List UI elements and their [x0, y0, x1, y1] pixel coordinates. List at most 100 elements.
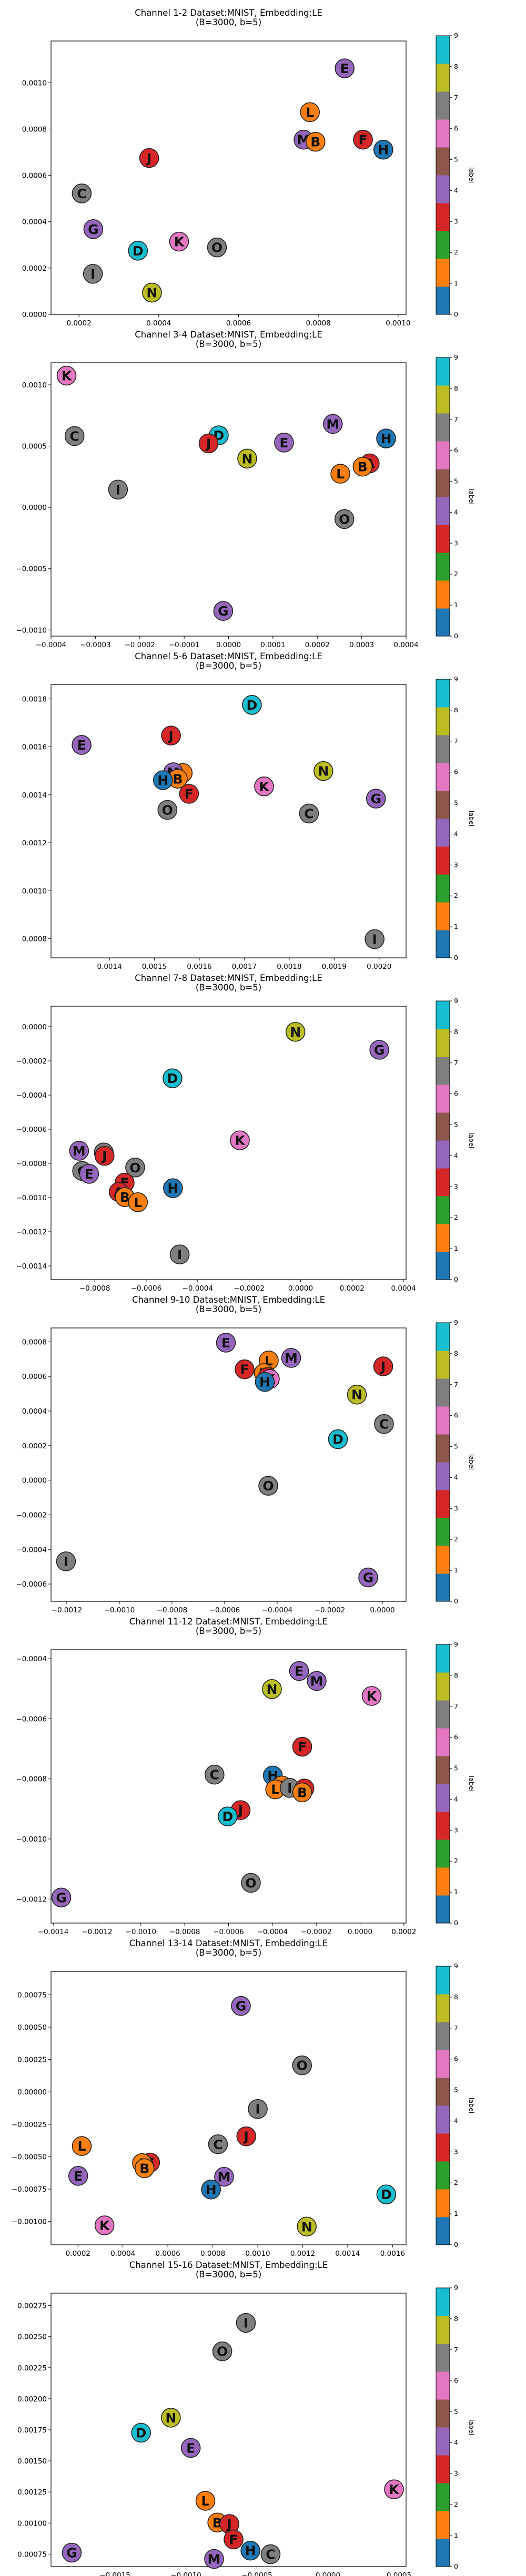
point-label: B [310, 135, 320, 150]
point-marker [153, 770, 173, 790]
colorbar-segment [436, 287, 450, 315]
point-marker [374, 1414, 394, 1434]
point-label: L [78, 2139, 86, 2154]
x-tick-label: 0.0020 [367, 963, 391, 971]
point-L: L [330, 464, 350, 484]
colorbar-tick-label: 3 [454, 539, 458, 547]
y-tick-label: −0.0002 [16, 1511, 47, 1519]
point-label: I [255, 2102, 260, 2117]
colorbar-tick-label: 5 [454, 156, 458, 163]
point-M: M [69, 1141, 89, 1161]
point-label: G [56, 1890, 67, 1905]
chart-title-line: Channel 7-8 Dataset:MNIST, Embedding:LE [135, 973, 322, 983]
point-B: B [306, 131, 326, 152]
point-label: O [245, 1875, 256, 1890]
colorbar-segment [436, 679, 450, 708]
point-I: I [248, 2099, 268, 2119]
y-tick-label: 0.0000 [22, 1477, 47, 1485]
point-label: L [201, 2493, 210, 2509]
colorbar-segment [436, 147, 450, 176]
point-marker [207, 237, 227, 258]
y-tick-label: 0.0002 [22, 264, 47, 273]
colorbar-label: label [468, 1454, 476, 1470]
colorbar-tick-label: 4 [454, 508, 458, 516]
point-label: B [120, 1190, 130, 1205]
plot-area [50, 1649, 407, 1924]
colorbar-tick-label: 4 [454, 1473, 458, 1481]
colorbar-segment [436, 441, 450, 469]
colorbar-segment [436, 1252, 450, 1280]
point-K: K [94, 2215, 115, 2235]
colorbar-segment [436, 608, 450, 637]
colorbar-tick-label: 8 [454, 1671, 458, 1679]
colorbar-tick-label: 3 [454, 217, 458, 225]
colorbar: 0 1 2 3 4 5 6 7 8 9 label [436, 675, 476, 962]
chart-panel-7: Channel 13-14 Dataset:MNIST, Embedding:L… [12, 1938, 476, 2258]
colorbar-segment [436, 1700, 450, 1729]
point-M: M [322, 414, 343, 434]
y-tick-label: −0.00025 [12, 2121, 47, 2129]
colorbar-segment [436, 1323, 450, 1351]
point-marker [373, 139, 393, 160]
colorbar: 0 1 2 3 4 5 6 7 8 9 label [436, 1962, 476, 2248]
colorbar-tick-label: 0 [454, 2241, 458, 2248]
point-marker [128, 1192, 148, 1212]
point-label: N [290, 1025, 301, 1040]
point-marker [262, 1679, 282, 1699]
point-label: N [241, 451, 252, 466]
point-marker [94, 1146, 115, 1166]
y-tick-label: 0.00100 [17, 2519, 47, 2528]
colorbar-tick-label: 1 [454, 1888, 458, 1896]
chart-panel-2: Channel 3-4 Dataset:MNIST, Embedding:LE(… [16, 330, 476, 649]
point-C: C [64, 426, 85, 446]
point-label: M [208, 2552, 221, 2567]
point-marker [139, 148, 159, 168]
point-label: J [237, 1803, 243, 1818]
y-tick-label: 0.0010 [22, 381, 47, 390]
point-marker [79, 1164, 99, 1184]
y-tick-label: 0.0006 [22, 1373, 47, 1381]
chart-subtitle-line: (B=3000, b=5) [196, 1626, 261, 1636]
colorbar-tick-label: 8 [454, 1350, 458, 1357]
point-label: J [243, 2129, 249, 2144]
y-tick-label: 0.00025 [17, 2056, 47, 2064]
colorbar-segment [436, 2539, 450, 2567]
colorbar-segment [436, 175, 450, 203]
point-label: B [358, 459, 368, 475]
chart-title: Channel 9-10 Dataset:MNIST, Embedding:LE… [132, 1295, 325, 1314]
y-tick-label: 0.0016 [22, 743, 47, 752]
point-L: L [195, 2491, 216, 2511]
x-tick-label: 0.0004 [146, 319, 171, 328]
colorbar-tick-label: 7 [454, 415, 458, 423]
point-D: D [128, 241, 148, 261]
y-tick-label: −0.0008 [16, 1160, 47, 1168]
point-label: L [306, 105, 314, 120]
y-tick-label: −0.00050 [12, 2153, 47, 2161]
colorbar-segment [436, 469, 450, 497]
point-marker [292, 1782, 312, 1803]
x-tick-label: 0.0014 [335, 2250, 360, 2258]
point-label: H [157, 773, 168, 788]
point-F: F [224, 2529, 244, 2550]
point-G: G [213, 601, 234, 621]
chart-title-line: Channel 15-16 Dataset:MNIST, Embedding:L… [129, 2260, 328, 2270]
point-G: G [358, 1567, 378, 1588]
colorbar-tick-label: 9 [454, 32, 458, 39]
colorbar-segment [436, 1224, 450, 1252]
colorbar-tick-label: 6 [454, 446, 458, 454]
chart-panel-5: Channel 9-10 Dataset:MNIST, Embedding:LE… [16, 1295, 476, 1614]
colorbar-tick-label: 6 [454, 125, 458, 132]
colorbar-segment [436, 1895, 450, 1924]
point-marker [376, 428, 396, 448]
colorbar-segment [436, 1518, 450, 1546]
x-tick-label: −0.0010 [126, 1928, 157, 1936]
point-label: E [186, 2440, 195, 2456]
point-I: I [365, 929, 385, 949]
point-label: O [262, 1478, 274, 1494]
colorbar-tick-label: 0 [454, 954, 458, 962]
colorbar-segment [436, 819, 450, 847]
colorbar-segment [436, 2455, 450, 2483]
point-N: N [313, 761, 333, 781]
point-label: D [222, 1809, 233, 1824]
point-H: H [373, 139, 393, 160]
